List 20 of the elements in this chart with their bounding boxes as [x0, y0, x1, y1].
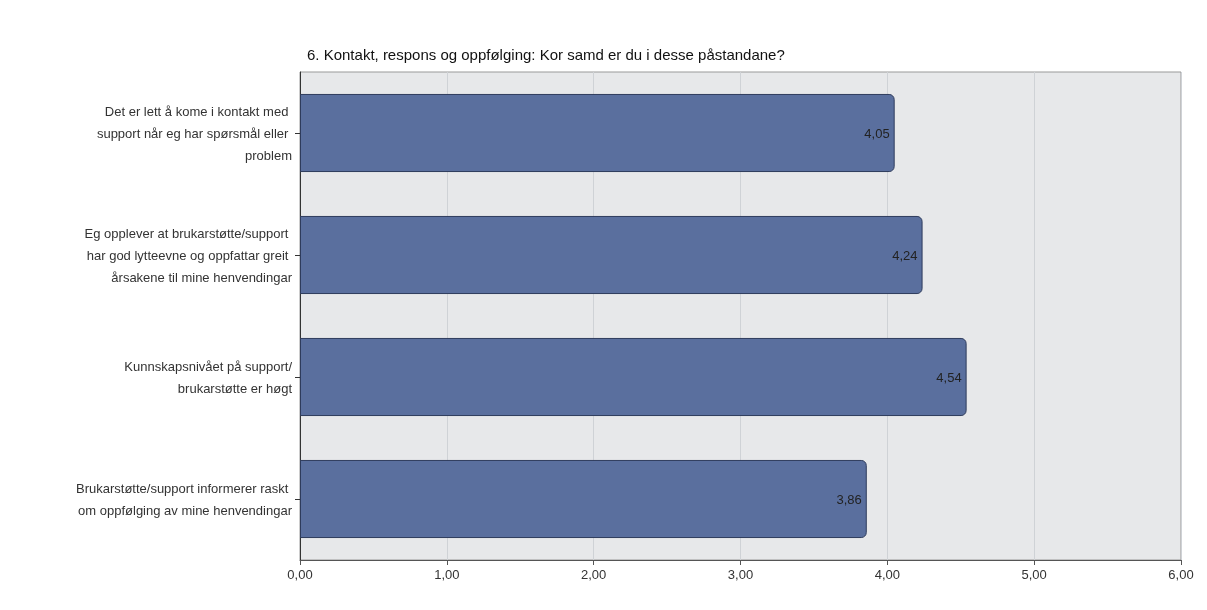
x-tick-label: 1,00 [434, 567, 460, 582]
y-tick-label: Brukarstøtte/support informerer raskt om oppfølging av mine henvendingar [75, 480, 293, 518]
data-label: 4,54 [936, 369, 962, 385]
y-tick-label: Det er lett å kome i kontakt med support når eg har spørsmål eller problem [96, 103, 292, 163]
bar [300, 93, 895, 173]
chart-title: 6. Kontakt, respons og oppfølging: Kor samd er du i desse påstandane? [307, 46, 785, 63]
x-tick-label: 4,00 [874, 567, 900, 582]
y-tick-label: Kunnskapsnivået på support/brukarstøtte er høgt [124, 358, 293, 396]
y-tick-label: Eg opplever at brukarstøtte/support har god lytteevne og oppfattar greit årsakene til mine henvendingar [84, 225, 293, 285]
data-label: 3,86 [836, 491, 862, 507]
data-label: 4,24 [892, 247, 918, 263]
bar [300, 337, 967, 417]
x-tick-label: 6,00 [1168, 567, 1194, 582]
x-tick-label: 5,00 [1021, 567, 1047, 582]
data-label: 4,05 [864, 125, 890, 141]
x-tick-label: 3,00 [727, 567, 754, 582]
x-tick-label: 0,00 [287, 567, 313, 582]
x-tick-label: 2,00 [581, 567, 607, 582]
bar [300, 215, 923, 295]
bar [300, 459, 867, 539]
